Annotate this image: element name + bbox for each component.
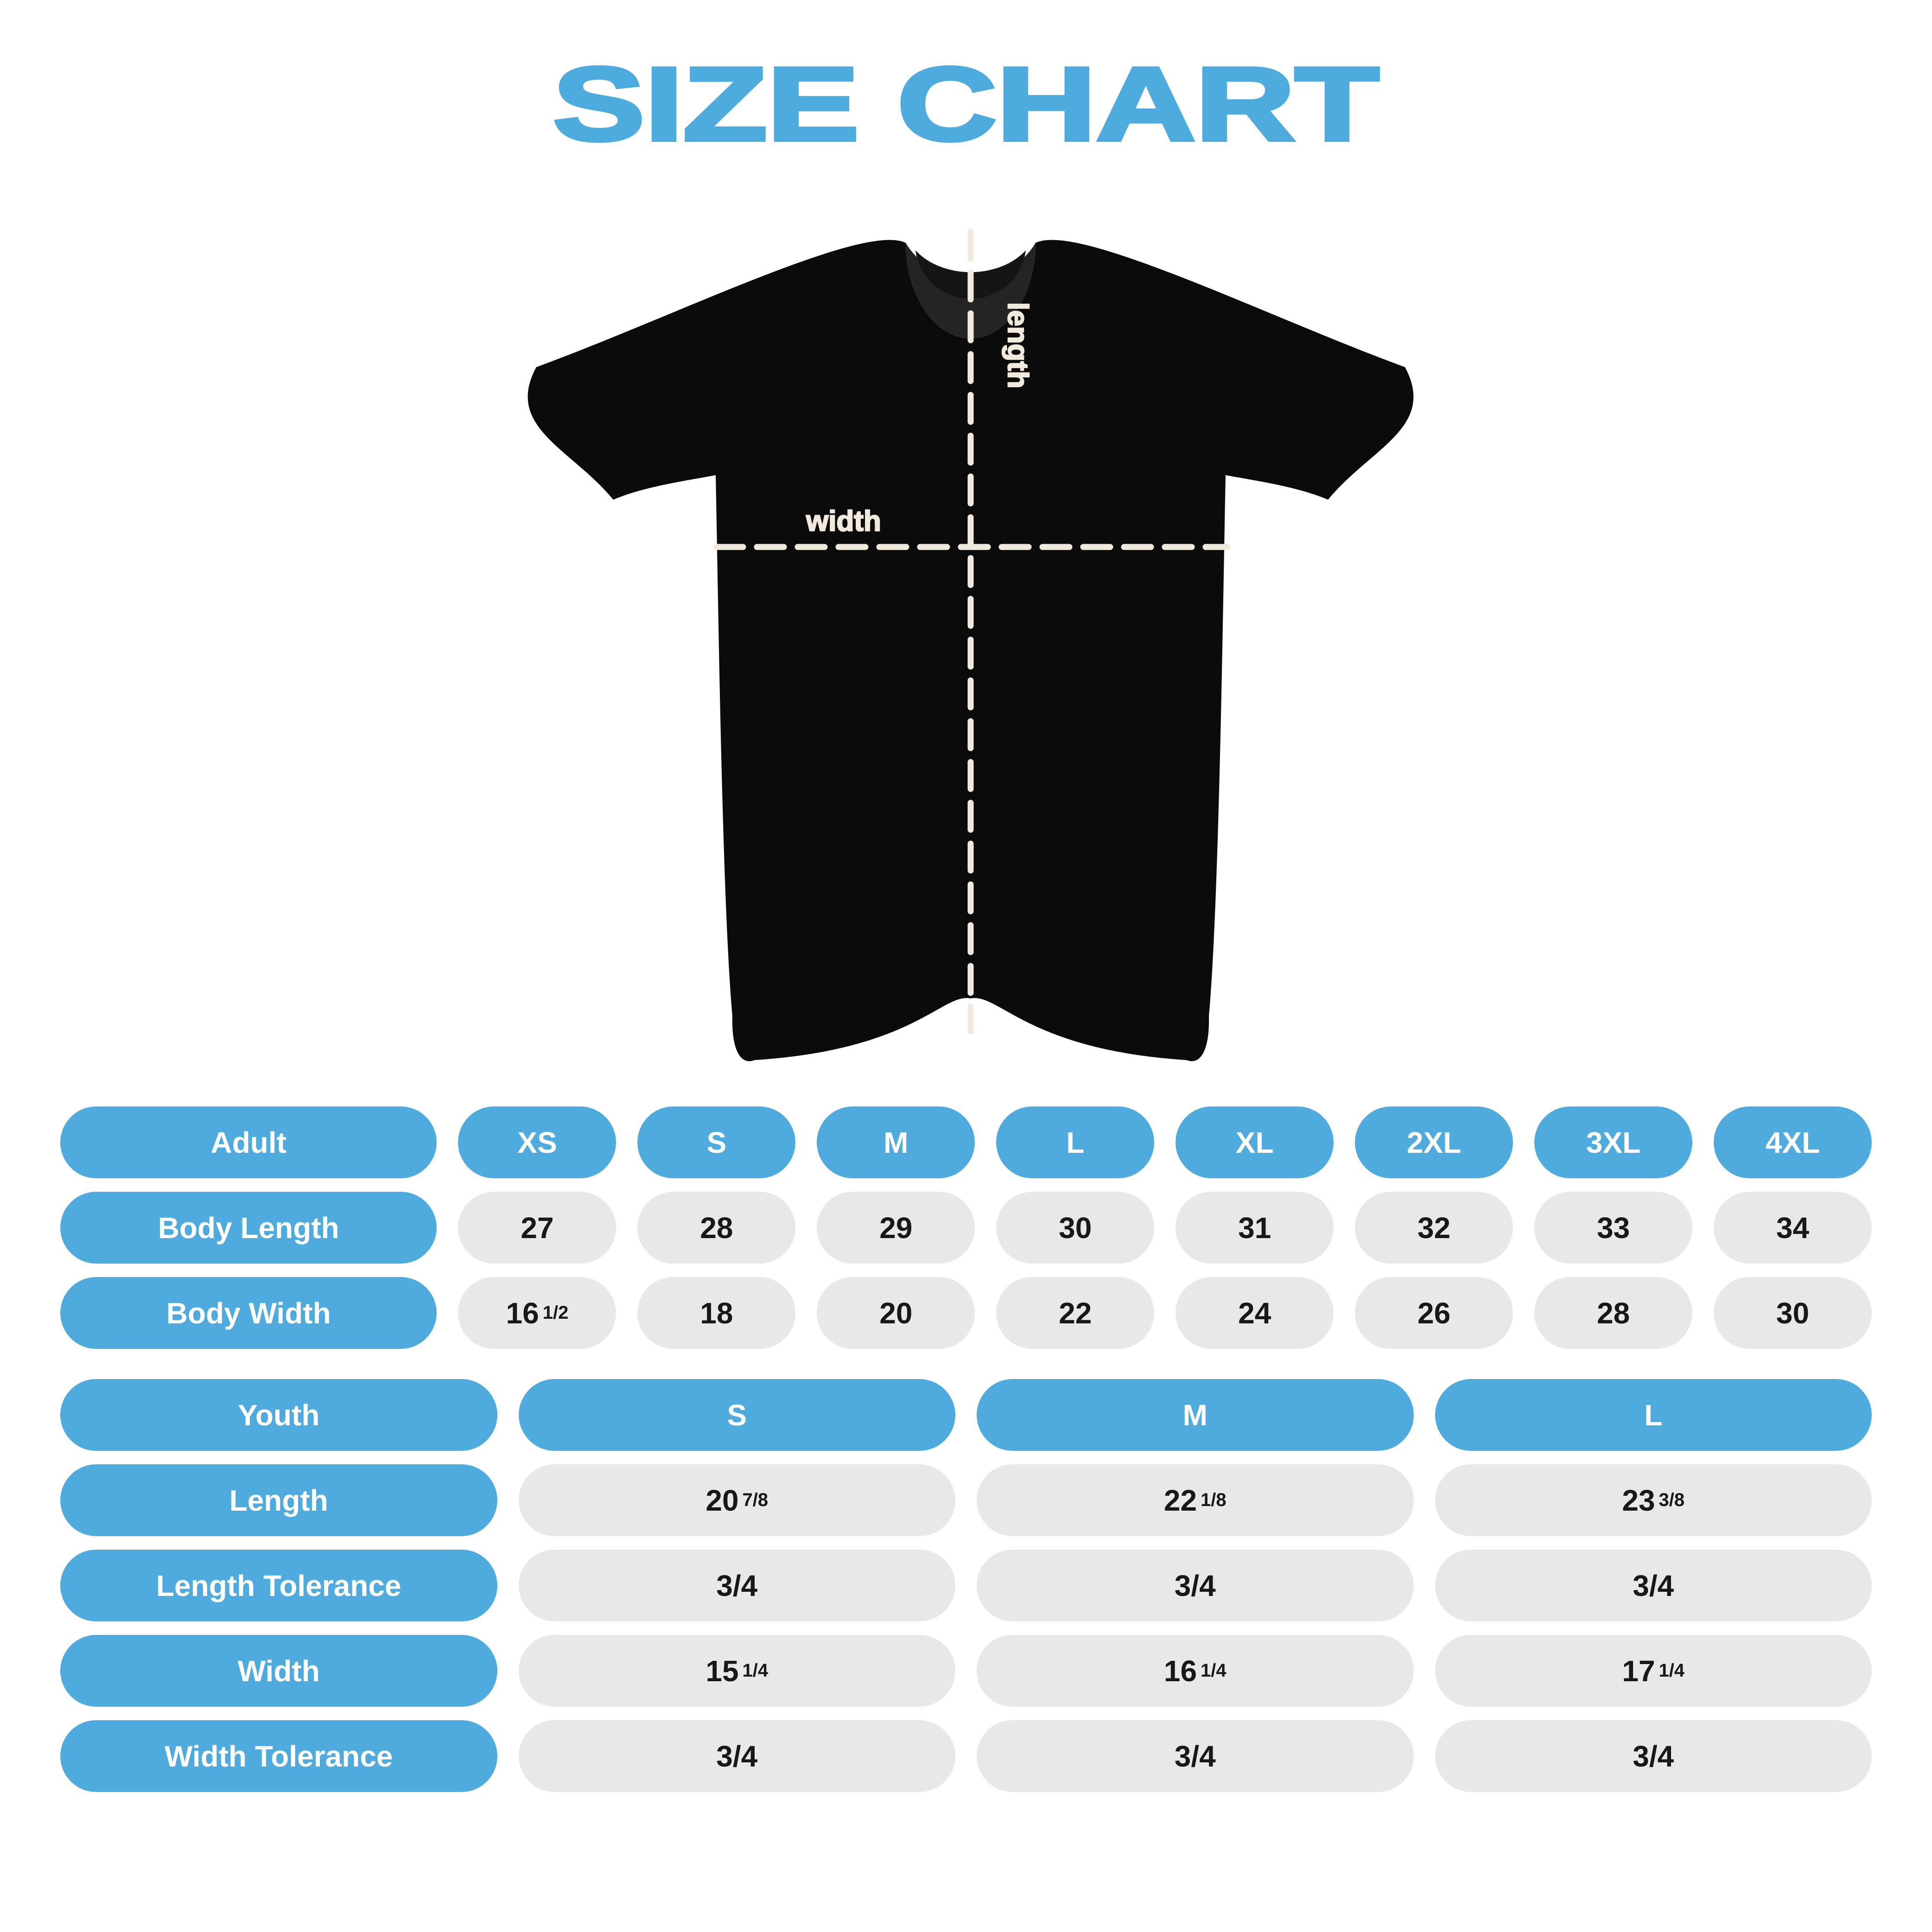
svg-text:width: width [806,505,881,537]
svg-text:length: length [1002,302,1034,388]
